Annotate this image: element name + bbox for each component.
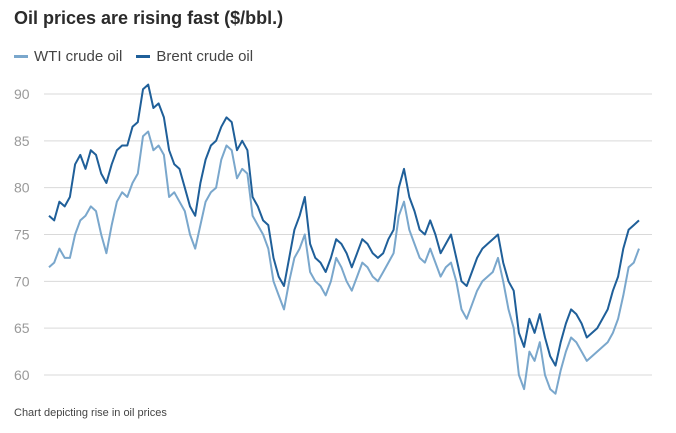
y-tick-label: 70	[14, 273, 30, 289]
legend-item-wti: WTI crude oil	[14, 48, 122, 65]
legend-swatch-brent	[136, 55, 151, 58]
legend-label-brent: Brent crude oil	[156, 48, 254, 65]
y-tick-label: 75	[14, 227, 30, 243]
chart-grid: 60 65 70 75 80 85 90	[14, 86, 652, 383]
y-tick-label: 60	[14, 367, 30, 383]
y-tick-label: 90	[14, 86, 30, 102]
y-tick-label: 80	[14, 180, 30, 196]
chart-title: Oil prices are rising fast ($/bbl.)	[14, 8, 284, 28]
chart-caption: Chart depicting rise in oil prices	[14, 407, 167, 419]
y-tick-label: 65	[14, 320, 30, 336]
chart-legend: WTI crude oil Brent crude oil	[14, 48, 253, 65]
y-tick-label: 85	[14, 133, 30, 149]
legend-swatch-wti	[14, 55, 28, 58]
chart-series	[48, 83, 640, 395]
legend-item-brent: Brent crude oil	[136, 48, 253, 65]
legend-label-wti: WTI crude oil	[34, 48, 123, 65]
series-line-brent	[48, 83, 640, 367]
series-line-wti	[48, 130, 640, 395]
